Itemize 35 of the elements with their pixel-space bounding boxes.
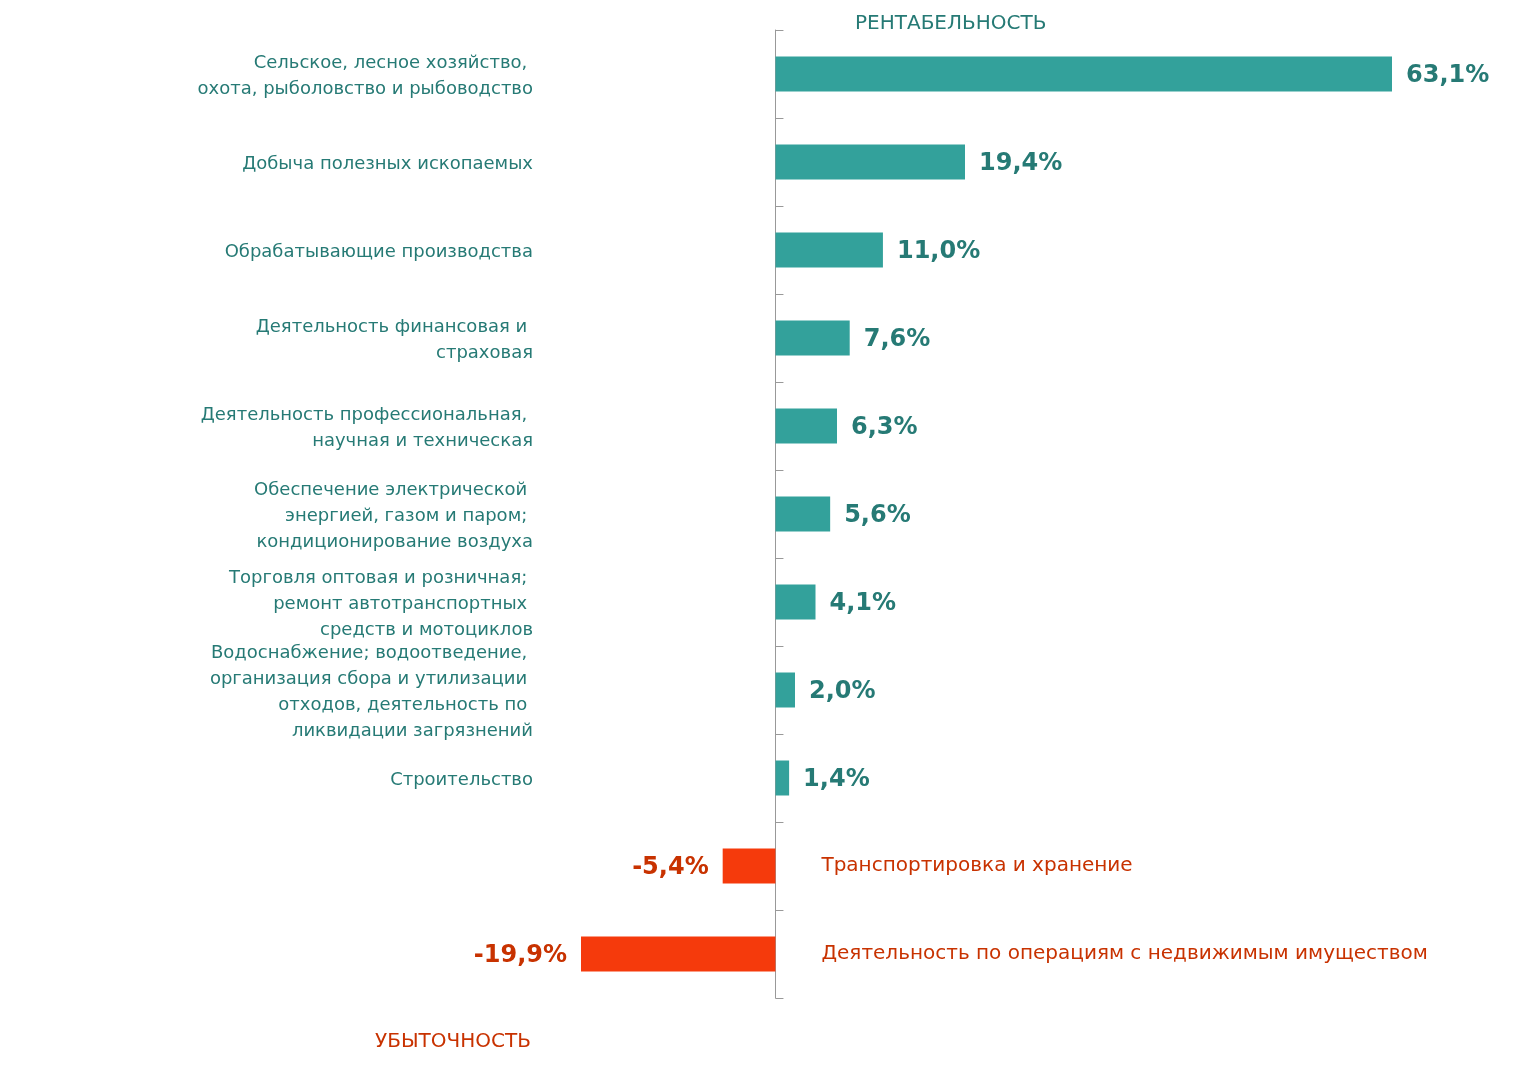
bar — [722, 848, 776, 884]
y-tick-label: Деятельность по операциям с недвижимым имуществом — [821, 940, 1428, 964]
y-tick-label: Торговля оптовая и розничная; ремонт автотранспортных средств и мотоциклов — [228, 565, 533, 639]
data-label: 7,6% — [863, 324, 931, 352]
data-label: 19,4% — [979, 148, 1063, 176]
y-tick-label: Обеспечение электрической энергией, газом и паром; кондиционирование воздуха — [254, 477, 533, 551]
bar — [581, 936, 776, 972]
chart-title: РЕНТАБЕЛЬНОСТЬ — [855, 10, 1047, 34]
data-label: 1,4% — [803, 764, 870, 792]
bar — [775, 672, 795, 708]
y-tick-label: Сельское, лесное хозяйство, охота, рыболовство и рыбоводство — [197, 50, 533, 98]
y-tick-label: Строительство — [390, 767, 533, 789]
bar — [775, 56, 1392, 92]
data-label: 63,1% — [1406, 60, 1490, 88]
bar — [775, 496, 831, 532]
data-label: -19,9% — [473, 940, 567, 968]
data-label: 2,0% — [808, 676, 876, 704]
data-label: -5,4% — [632, 852, 709, 880]
data-label: 4,1% — [829, 588, 897, 616]
y-tick-label: Водоснабжение; водоотведение, организация сбора и утилизации отходов, деятельность по ликвидации загрязнений — [209, 640, 533, 740]
y-tick-label: Деятельность профессиональная, научная и техническая — [200, 402, 533, 450]
bar — [775, 584, 816, 620]
bar — [775, 144, 965, 180]
bar — [775, 760, 790, 796]
bar — [775, 232, 883, 268]
y-tick-label: Добыча полезных ископаемых — [242, 151, 534, 173]
data-label: 11,0% — [896, 236, 981, 264]
y-tick-label: Обрабатывающие производства — [224, 239, 533, 261]
text: УБЫТОЧНОСТЬ — [375, 1028, 531, 1052]
bar — [775, 320, 850, 356]
y-tick-label: Транспортировка и хранение — [820, 852, 1133, 876]
y-tick-label: Деятельность финансовая и страховая — [255, 314, 533, 362]
data-label: 6,3% — [851, 412, 918, 440]
bar — [775, 408, 837, 444]
data-label: 5,6% — [844, 500, 911, 528]
